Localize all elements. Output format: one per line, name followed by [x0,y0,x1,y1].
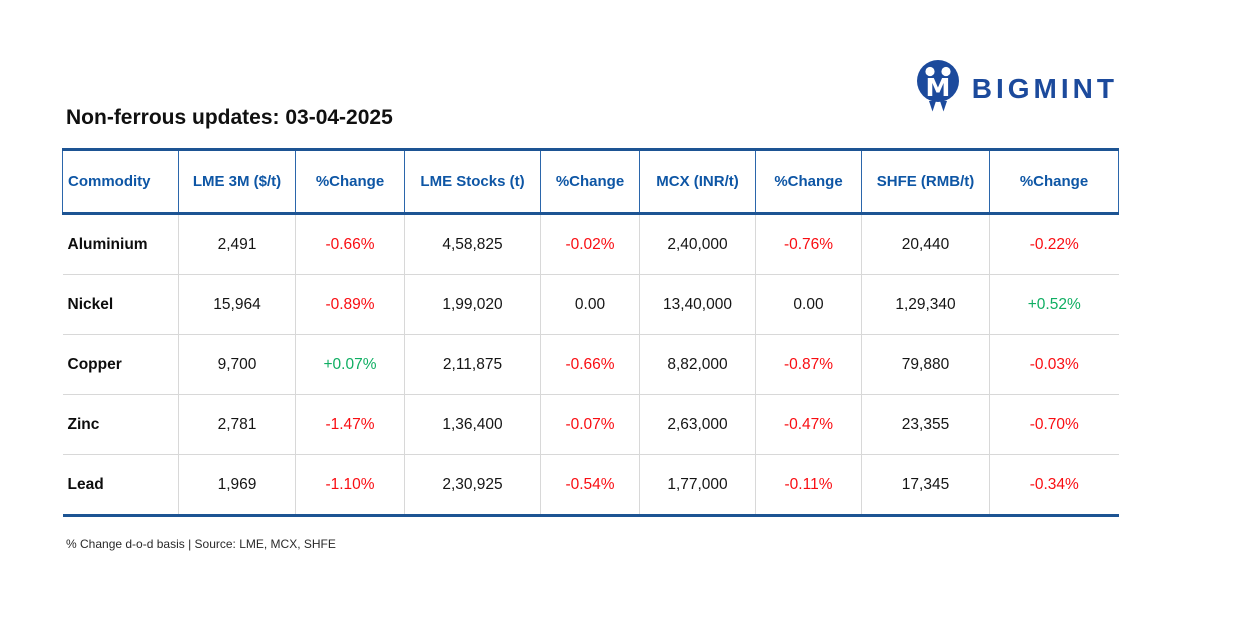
footnote: % Change d-o-d basis | Source: LME, MCX,… [66,537,336,551]
value-cell: 2,11,875 [404,334,541,395]
column-header: %Change [540,148,640,215]
value-cell: 1,99,020 [404,274,541,335]
bigmint-logo: M BIGMINT [914,58,1118,119]
change-cell: -0.87% [755,334,862,395]
change-cell: -0.76% [755,213,862,275]
table-row: Lead 1,969 -1.10% 2,30,925 -0.54% 1,77,000 -0.… [62,454,1119,517]
change-cell: +0.07% [295,334,405,395]
commodity-cell: Zinc [62,394,179,455]
value-cell: 79,880 [861,334,990,395]
value-cell: 2,30,925 [404,454,541,517]
table-row: Zinc 2,781 -1.47% 1,36,400 -0.07% 2,63,000 -0.… [62,394,1119,455]
column-header: MCX (INR/t) [639,148,756,215]
value-cell: 20,440 [861,213,990,275]
change-cell: -1.10% [295,454,405,517]
value-cell: 15,964 [178,274,296,335]
column-header: LME 3M ($/t) [178,148,296,215]
value-cell: 1,29,340 [861,274,990,335]
change-cell: +0.52% [989,274,1119,335]
change-cell: -0.66% [540,334,640,395]
table-row: Copper 9,700 +0.07% 2,11,875 -0.66% 8,82,000-… [62,334,1119,395]
value-cell: 1,77,000 [639,454,756,517]
commodity-cell: Nickel [62,274,179,335]
value-cell: 23,355 [861,394,990,455]
value-cell: 2,63,000 [639,394,756,455]
svg-text:M: M [925,73,950,102]
column-header: %Change [989,148,1119,215]
column-header: LME Stocks (t) [404,148,541,215]
non-ferrous-prices-table: Commodity LME 3M ($/t) %Change LME Stocks (… [62,148,1119,517]
value-cell: 1,36,400 [404,394,541,455]
change-cell: -0.70% [989,394,1119,455]
change-cell: -0.34% [989,454,1119,517]
change-cell: 0.00 [540,274,640,335]
change-cell: -0.03% [989,334,1119,395]
change-cell: -0.66% [295,213,405,275]
change-cell: 0.00 [755,274,862,335]
commodity-cell: Aluminium [62,213,179,275]
page-title: Non-ferrous updates: 03-04-2025 [66,106,393,129]
value-cell: 8,82,000 [639,334,756,395]
value-cell: 1,969 [178,454,296,517]
bigmint-owl-icon: M [914,58,962,119]
change-cell: -0.11% [755,454,862,517]
column-header: %Change [295,148,405,215]
brand-name: BIGMINT [971,72,1118,104]
table-row: Aluminium 2,491 -0.66% 4,58,825 -0.02% 2,40,0… [62,213,1119,275]
table-body: Aluminium 2,491 -0.66% 4,58,825 -0.02% 2,40,0… [62,213,1119,517]
change-cell: -0.54% [540,454,640,517]
table-row: Nickel 15,964 -0.89% 1,99,020 0.00 13,40,000 0… [62,274,1119,335]
column-header: %Change [755,148,862,215]
change-cell: -0.22% [989,213,1119,275]
value-cell: 9,700 [178,334,296,395]
change-cell: -0.07% [540,394,640,455]
column-header: SHFE (RMB/t) [861,148,990,215]
value-cell: 2,781 [178,394,296,455]
value-cell: 17,345 [861,454,990,517]
change-cell: -0.89% [295,274,405,335]
value-cell: 2,491 [178,213,296,275]
change-cell: -0.02% [540,213,640,275]
value-cell: 13,40,000 [639,274,756,335]
commodity-cell: Copper [62,334,179,395]
change-cell: -0.47% [755,394,862,455]
value-cell: 2,40,000 [639,213,756,275]
table-header-row: Commodity LME 3M ($/t) %Change LME Stocks (… [62,148,1119,215]
change-cell: -1.47% [295,394,405,455]
value-cell: 4,58,825 [404,213,541,275]
commodity-cell: Lead [62,454,179,517]
column-header: Commodity [62,148,179,215]
